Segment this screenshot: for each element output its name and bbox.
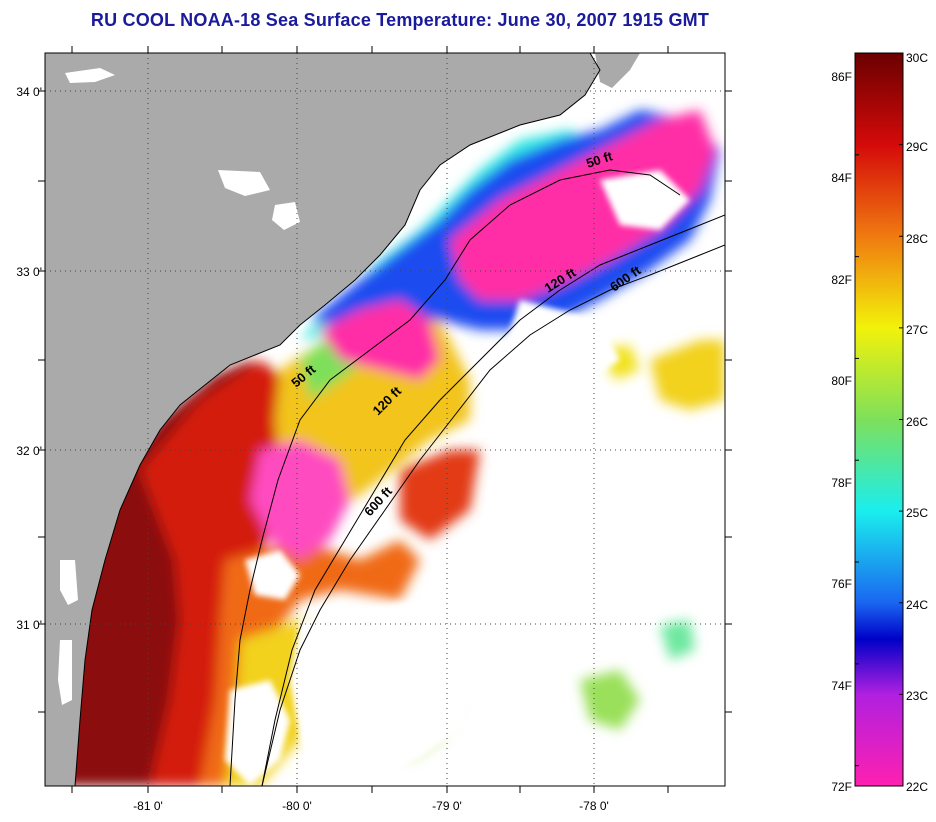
celsius-label-24: 24C xyxy=(906,598,928,612)
lat-label-31: 31 0' xyxy=(16,618,42,632)
temperature-colorbar: 30C 29C 28C 27C 26C 25C 24C 23C 22C 86F … xyxy=(800,0,936,817)
celsius-label-28: 28C xyxy=(906,232,928,246)
land-speck-3 xyxy=(272,202,300,230)
coastline xyxy=(74,53,725,786)
land-mass xyxy=(45,53,600,786)
sst-field xyxy=(45,110,725,786)
isobath-120-line xyxy=(261,214,725,786)
offshore-island xyxy=(595,53,640,88)
land-speck-2 xyxy=(218,170,270,196)
map-frame xyxy=(44,52,726,787)
cloud-patch-1 xyxy=(290,600,480,786)
sst-cyan-offshore xyxy=(660,620,695,660)
sst-magenta-south xyxy=(250,440,350,560)
isobath-50-line xyxy=(229,169,681,786)
sst-orange-east xyxy=(400,450,480,540)
fahrenheit-label-82: 82F xyxy=(831,273,852,287)
fahrenheit-label-76: 76F xyxy=(831,577,852,591)
fahrenheit-label-80: 80F xyxy=(831,374,852,388)
celsius-label-26: 26C xyxy=(906,415,928,429)
land-speck-5 xyxy=(58,640,72,705)
lon-label-79: -79 0' xyxy=(432,799,462,813)
celsius-label-25: 25C xyxy=(906,506,928,520)
sst-magenta-north xyxy=(450,110,715,300)
cloud-patch-3 xyxy=(245,550,300,600)
colorbar-gradient xyxy=(854,52,904,787)
celsius-label-22: 22C xyxy=(906,780,928,794)
fahrenheit-label-86: 86F xyxy=(831,70,852,84)
coastline-path xyxy=(74,53,601,786)
lat-label-32: 32 0' xyxy=(16,444,42,458)
fahrenheit-label-74: 74F xyxy=(831,679,852,693)
land-speck-4 xyxy=(60,560,78,605)
cloud-patch-4 xyxy=(680,250,725,320)
celsius-label-29: 29C xyxy=(906,140,928,154)
map-grid xyxy=(45,53,725,786)
sst-green-offshore-2 xyxy=(580,670,640,730)
colorbar-ticks xyxy=(855,52,903,787)
sst-yellow-offshore xyxy=(650,340,725,410)
cloud-patch-5 xyxy=(600,170,690,230)
lon-label-80: -80 0' xyxy=(282,799,312,813)
cloud-patch-6 xyxy=(500,300,620,380)
lat-label-33: 33 0' xyxy=(16,265,42,279)
isobath-600-line xyxy=(261,244,725,786)
map-title: RU COOL NOAA-18 Sea Surface Temperature:… xyxy=(90,10,710,30)
cloud-patches xyxy=(225,170,725,786)
lat-label-34: 34 0' xyxy=(16,85,42,99)
cloud-patch-2 xyxy=(225,680,290,786)
land-cloud-specks xyxy=(58,68,300,705)
fahrenheit-label-84: 84F xyxy=(831,171,852,185)
lon-label-81: -81 0' xyxy=(133,799,163,813)
fahrenheit-label-78: 78F xyxy=(831,476,852,490)
sst-map: 50 ft 120 ft 600 ft 50 ft 120 ft 600 ft xyxy=(16,46,732,813)
sst-orange-south xyxy=(200,540,420,786)
land-speck-1 xyxy=(65,68,115,83)
celsius-label-27: 27C xyxy=(906,323,928,337)
map-ticks xyxy=(38,46,732,793)
fahrenheit-label-72: 72F xyxy=(831,780,852,794)
celsius-label-23: 23C xyxy=(906,689,928,703)
lon-label-78: -78 0' xyxy=(579,799,609,813)
celsius-label-30: 30C xyxy=(906,51,928,65)
